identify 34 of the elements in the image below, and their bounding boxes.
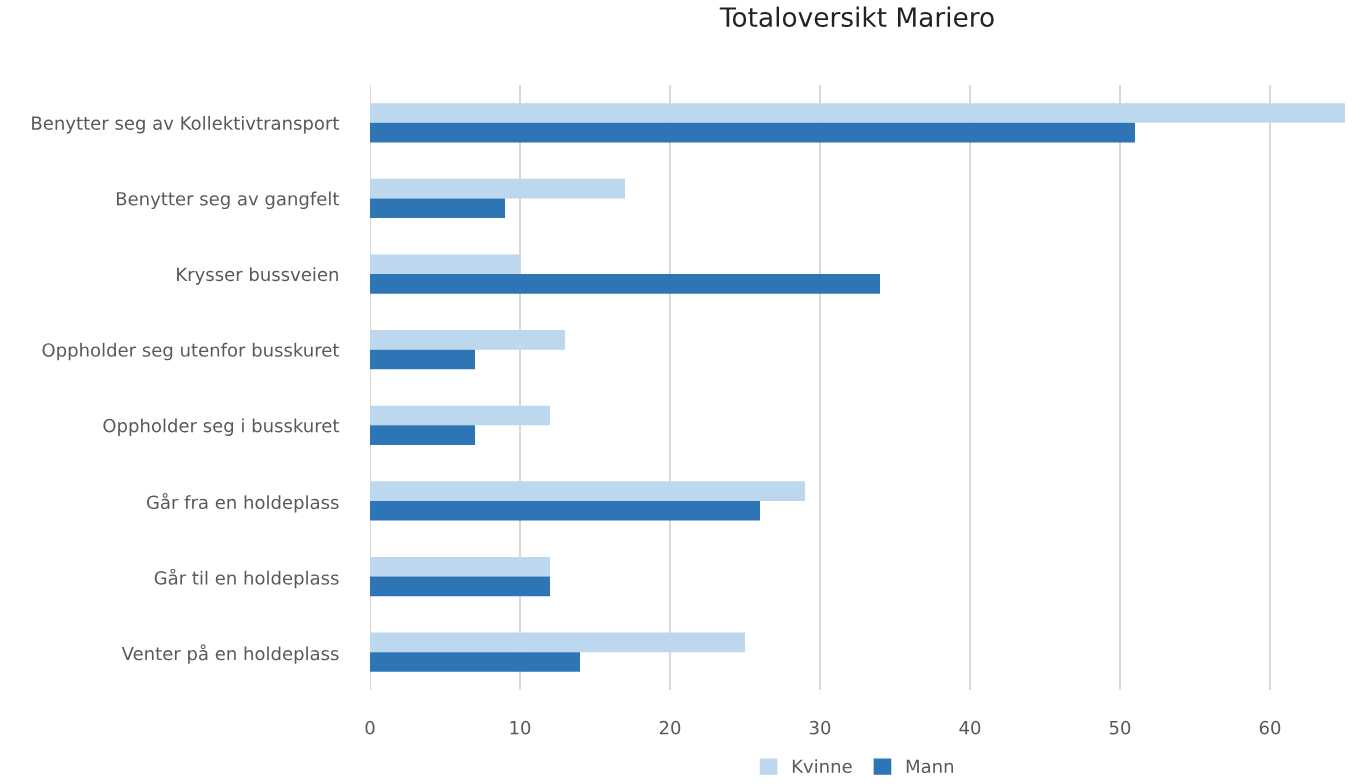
- x-tick-label: 40: [959, 720, 981, 735]
- bar: [370, 122, 1135, 143]
- x-tick-label: 50: [1109, 720, 1131, 735]
- x-tick-label: 30: [809, 720, 831, 735]
- x-tick-label: 20: [659, 720, 681, 735]
- y-tick-label: Venter på en holdeplass: [121, 644, 339, 664]
- y-tick-label: Går til en holdeplass: [154, 568, 339, 589]
- bar: [370, 330, 565, 350]
- bar: [370, 652, 580, 672]
- legend-label: Mann: [906, 759, 954, 774]
- y-tick-label: Oppholder seg utenfor busskuret: [42, 342, 340, 361]
- bar: [370, 405, 550, 426]
- bar: [370, 274, 880, 294]
- y-tick-label: Benytter seg av gangfelt: [116, 191, 340, 210]
- bar: [370, 254, 520, 275]
- bar: [370, 481, 805, 501]
- bar: [370, 349, 475, 370]
- bar: [370, 103, 1345, 123]
- y-tick-label: Benytter seg av Kollektivtransport: [32, 115, 340, 134]
- y-tick-label: Krysser bussveien: [177, 267, 338, 285]
- x-tick-label: 0: [365, 720, 375, 735]
- bar: [370, 576, 550, 597]
- bar: [370, 425, 475, 445]
- legend-label: Kvinne: [792, 759, 852, 774]
- x-tick-label: 60: [1259, 720, 1281, 735]
- bar: [370, 178, 625, 199]
- chart-title: Totaloversikt Mariero: [719, 6, 994, 28]
- bar: [370, 198, 505, 219]
- bar: [370, 556, 550, 577]
- x-tick-label: 10: [510, 720, 531, 735]
- bar: [370, 500, 760, 521]
- bar: [370, 632, 745, 653]
- y-tick-label: Går fra en holdeplass: [146, 493, 339, 513]
- y-tick-label: Oppholder seg i busskuret: [103, 418, 340, 436]
